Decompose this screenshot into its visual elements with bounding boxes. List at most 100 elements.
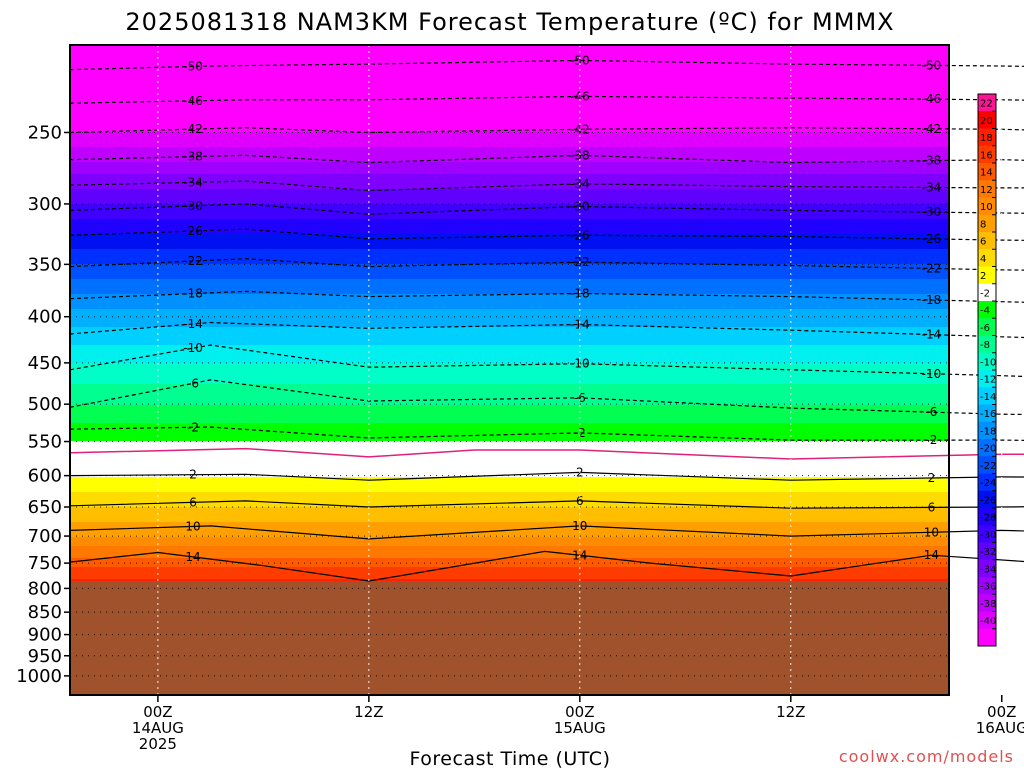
temperature-band (70, 351, 949, 355)
temperature-band (70, 276, 949, 280)
contour-label: -46 (183, 94, 203, 108)
chart-title: 2025081318 NAM3KM Forecast Temperature (… (125, 8, 894, 36)
colorbar-label: -6 (980, 323, 990, 334)
temperature-band (70, 423, 949, 427)
temperature-band (70, 303, 949, 307)
y-tick-label: 500 (28, 394, 62, 415)
temperature-band (70, 291, 949, 295)
colorbar-label: -40 (980, 616, 996, 627)
temperature-band (70, 207, 949, 211)
colorbar-swatch (978, 525, 996, 543)
temperature-band (70, 183, 949, 187)
temperature-band (70, 543, 949, 547)
y-tick-label: 750 (28, 553, 62, 574)
temperature-band (70, 222, 949, 226)
colorbar-swatch (978, 283, 996, 302)
temperature-band (70, 108, 949, 112)
temperature-band (70, 342, 949, 346)
colorbar-swatch (978, 559, 996, 578)
colorbar-label: 4 (980, 254, 986, 265)
colorbar-swatch (978, 214, 996, 233)
colorbar-swatch (978, 301, 996, 319)
temperature-band (70, 384, 949, 388)
temperature-band (70, 213, 949, 217)
temperature-band (70, 399, 949, 403)
temperature-band (70, 249, 949, 253)
contour-label: 14 (185, 550, 200, 564)
colorbar-label: 6 (980, 237, 986, 248)
y-tick-label: 650 (28, 497, 62, 518)
temperature-band (70, 327, 949, 331)
plot-area (70, 45, 949, 695)
temperature-band (70, 186, 949, 190)
contour-label: -38 (922, 154, 942, 168)
y-tick-label: 450 (28, 353, 62, 374)
temperature-band (70, 441, 949, 445)
temperature-band (70, 561, 949, 565)
colorbar-label: -36 (980, 582, 996, 593)
temperature-band (70, 393, 949, 397)
temperature-band (70, 165, 949, 169)
temperature-band (70, 114, 949, 118)
x-tick-label: 00Z (565, 703, 594, 721)
contour-label: 14 (924, 548, 939, 562)
temperature-band (70, 306, 949, 310)
temperature-band (70, 378, 949, 382)
temperature-band (70, 66, 949, 70)
temperature-band (70, 117, 949, 121)
temperature-band (70, 510, 949, 514)
temperature-band (70, 273, 949, 277)
x-axis-title: Forecast Time (UTC) (410, 748, 611, 768)
y-tick-label: 250 (28, 122, 62, 143)
x-tick-label: 15AUG (554, 719, 606, 737)
gridlines (70, 45, 1003, 695)
temperature-band (70, 495, 949, 499)
temperature-band (70, 237, 949, 241)
contour-label: -34 (922, 180, 942, 194)
temperature-band (70, 168, 949, 172)
temperature-band (70, 174, 949, 178)
temperature-band (70, 159, 949, 163)
temperature-band (70, 465, 949, 469)
colorbar-swatch (978, 387, 996, 405)
temperature-band (70, 348, 949, 352)
colorbar-swatch (978, 421, 996, 440)
colorbar-swatch (978, 508, 996, 526)
colorbar-swatch (978, 370, 996, 388)
colorbar-swatch (978, 94, 996, 112)
temperature-band (70, 405, 949, 409)
temperature-band (70, 504, 949, 508)
x-tick-label: 14AUG (132, 719, 184, 737)
temperature-band (70, 270, 949, 274)
plot-frame (69, 44, 950, 696)
temperature-band (70, 519, 949, 523)
temperature-band (70, 72, 949, 76)
colorbar-label: -14 (980, 392, 996, 403)
colorbar-label: -26 (980, 495, 996, 506)
colorbar-swatch (978, 163, 996, 181)
colorbar-label: 10 (980, 202, 993, 213)
temperature-band (70, 390, 949, 394)
contour-label: -50 (922, 58, 942, 72)
x-tick-label: 2025 (139, 735, 177, 753)
temperature-band (70, 438, 949, 442)
temperature-band (70, 486, 949, 490)
temperature-band (70, 294, 949, 298)
temperature-band (70, 231, 949, 235)
colorbar-swatch (978, 473, 996, 492)
temperature-band (70, 309, 949, 313)
temperature-band (70, 570, 949, 574)
temperature-band (70, 138, 949, 142)
temperature-band (70, 246, 949, 250)
temperature-band (70, 339, 949, 343)
temperature-band (70, 180, 949, 184)
temperature-band (70, 537, 949, 541)
contour-label: -30 (183, 199, 203, 213)
credit-link[interactable]: coolwx.com/models (839, 747, 1014, 766)
temperature-band (70, 312, 949, 316)
temperature-band (70, 69, 949, 73)
temperature-band (70, 372, 949, 376)
temperature-band (70, 579, 949, 582)
colorbar: 22 20 18 16 14 12 10 8 6 4 2 -2 -4 -6 -8 -10 -12 -14 -16 -1… (977, 93, 997, 647)
